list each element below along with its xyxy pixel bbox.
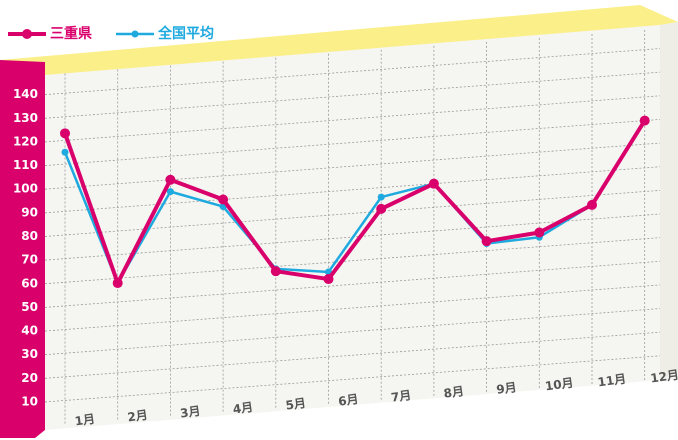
x-tick-label: 10月 [544, 376, 574, 394]
x-tick-label: 7月 [390, 388, 412, 405]
data-point [534, 227, 545, 238]
data-point [61, 148, 69, 156]
legend-label: 三重県 [50, 25, 92, 42]
x-tick-label: 3月 [179, 404, 201, 421]
y-tick-label: 60 [21, 276, 38, 290]
data-point [587, 199, 597, 210]
grid-line [44, 237, 661, 285]
legend-marker [22, 29, 32, 39]
y-tick-label: 20 [21, 371, 38, 385]
y-tick-label: 40 [21, 324, 38, 338]
side-panel [660, 22, 678, 380]
y-tick-label: 110 [13, 158, 38, 172]
x-tick-label: 2月 [127, 408, 149, 425]
data-point [112, 278, 123, 289]
grid-line [44, 48, 661, 96]
data-point [165, 174, 176, 185]
data-point [323, 274, 334, 285]
grid-line [44, 355, 661, 403]
y-tick-label: 70 [21, 253, 38, 267]
data-point [270, 266, 281, 277]
data-point [376, 203, 387, 214]
legend: 三重県 全国平均 [8, 25, 214, 42]
x-tick-label: 11月 [597, 372, 627, 390]
grid-line [44, 119, 661, 166]
series-line [63, 119, 646, 285]
grid-line [44, 142, 661, 190]
legend-marker [131, 30, 139, 38]
data-point [639, 115, 650, 126]
data-point [377, 193, 385, 201]
y-tick-label: 10 [21, 394, 38, 408]
y-tick-label: 100 [13, 182, 38, 196]
grid-line [44, 71, 661, 119]
grid-line [44, 284, 661, 332]
y-tick-label: 30 [21, 347, 38, 361]
legend-label: 全国平均 [157, 25, 214, 42]
x-tick-label: 5月 [285, 396, 307, 413]
grid-line [44, 260, 661, 308]
x-tick-label: 12月 [649, 368, 678, 386]
data-point [166, 188, 174, 196]
y-tick-label: 90 [21, 205, 38, 219]
data-point [60, 128, 70, 139]
grid-line [44, 308, 661, 356]
x-tick-label: 6月 [337, 392, 359, 409]
grid-line [44, 331, 661, 379]
y-tick-label: 120 [13, 134, 38, 148]
data-point [428, 178, 439, 189]
series-line [63, 119, 647, 286]
grid-line [44, 189, 661, 237]
x-tick-label: 4月 [232, 400, 254, 417]
data-point [218, 194, 229, 205]
y-tick-label: 80 [21, 229, 38, 243]
y-tick-label: 50 [21, 300, 38, 314]
x-tick-label: 9月 [495, 380, 517, 397]
x-tick-label: 1月 [74, 412, 96, 429]
grid-line [44, 95, 661, 143]
y-axis-panel [0, 60, 45, 438]
top-band [0, 5, 678, 75]
data-point [481, 236, 492, 247]
y-tick-label: 130 [13, 111, 38, 125]
grid-line [44, 166, 661, 214]
x-tick-label: 8月 [443, 384, 465, 401]
y-tick-label: 140 [13, 87, 38, 101]
